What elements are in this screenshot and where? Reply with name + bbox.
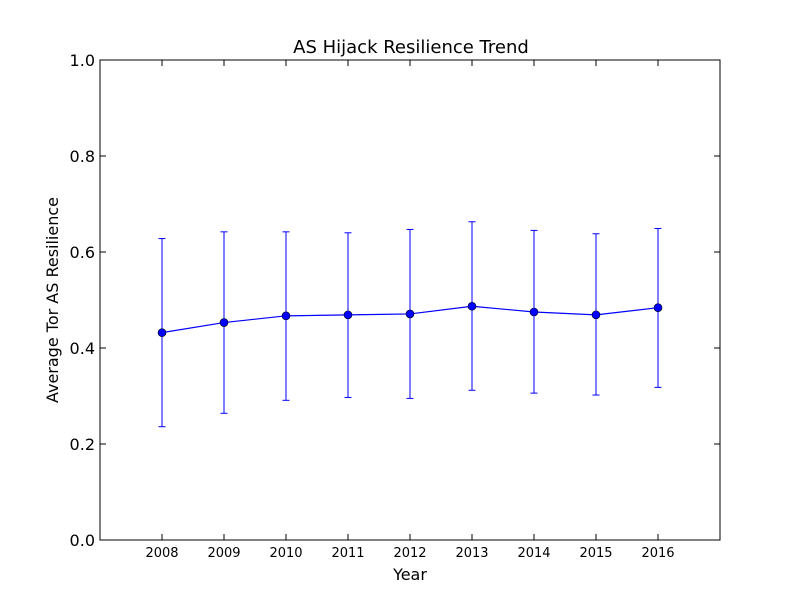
x-tick-label: 2009 <box>207 546 240 561</box>
chart-title: AS Hijack Resilience Trend <box>293 37 529 58</box>
y-tick-label: 0.0 <box>70 531 95 550</box>
y-tick-label: 0.2 <box>70 435 95 454</box>
x-tick-label: 2016 <box>641 546 674 561</box>
y-tick-label: 0.8 <box>70 147 95 166</box>
y-axis-label: Average Tor AS Resilience <box>43 197 62 403</box>
x-axis-ticks: 2008 2009 2010 2011 2012 2013 2014 2015 2016 <box>145 60 675 561</box>
x-tick-label: 2012 <box>393 546 426 561</box>
x-tick-label: 2008 <box>145 546 178 561</box>
data-point <box>405 309 415 319</box>
x-tick-label: 2011 <box>331 546 364 561</box>
data-point <box>219 318 229 327</box>
error-bars <box>158 221 662 428</box>
data-point <box>343 310 353 320</box>
x-tick-label: 2014 <box>517 546 550 561</box>
y-tick-label: 0.4 <box>70 339 95 358</box>
x-tick-label: 2015 <box>579 546 612 561</box>
data-point <box>529 307 539 317</box>
data-point <box>467 301 477 311</box>
x-tick-label: 2010 <box>269 546 302 561</box>
y-tick-label: 1.0 <box>70 51 95 70</box>
y-tick-label: 0.6 <box>70 243 95 262</box>
data-points <box>157 301 663 337</box>
data-point <box>591 310 601 320</box>
x-tick-label: 2013 <box>455 546 488 561</box>
y-axis-ticks: 0.0 0.2 0.4 0.6 0.8 1.0 <box>70 51 720 550</box>
data-point <box>157 328 167 337</box>
data-point <box>281 311 291 321</box>
data-point <box>653 303 663 312</box>
x-axis-label: Year <box>392 565 427 584</box>
